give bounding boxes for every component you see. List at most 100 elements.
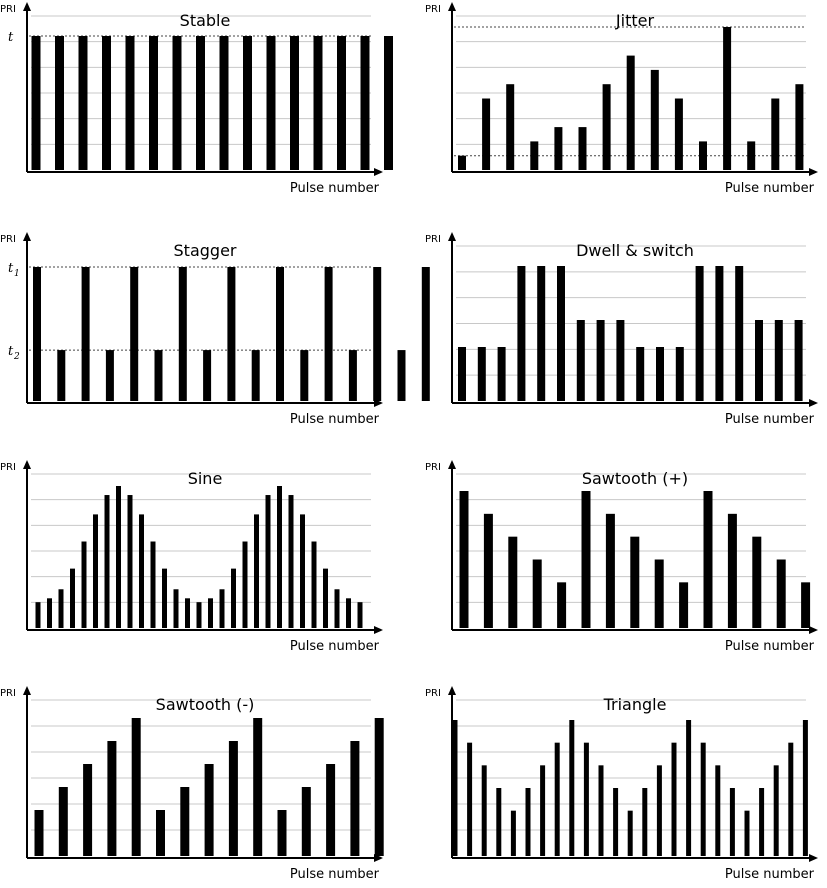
pulse-bar [288,495,294,628]
pulse-bar [695,266,704,401]
pulse-bar [180,787,190,856]
pulse-bar [360,36,370,170]
pulse-bar [517,266,526,401]
pulse-bar [802,720,808,856]
pulse-bar [679,582,689,628]
pulse-bar [452,720,458,856]
pulse-bar [139,514,144,628]
pulse-bar [348,350,357,401]
pulse-bar [525,788,531,856]
y-axis-arrow-icon [23,232,31,241]
pulse-bar [35,602,41,628]
pulse-bar [346,598,351,628]
pulse-bar [326,764,336,856]
pulse-bar [47,598,52,628]
pulse-bar [755,320,763,401]
pulse-bar [581,491,591,628]
pulse-bar [397,350,406,401]
pulse-bar [578,127,587,170]
pulse-bar [116,486,121,628]
y-tick-subscript: 1 [14,269,20,279]
pulse-bar [554,742,560,856]
y-axis-label: PRI [425,688,441,699]
pulse-bar [675,347,684,401]
pulse-bar [130,267,139,401]
pulse-bar [801,582,811,628]
pulse-bar [650,69,659,170]
x-axis-arrow-icon [809,626,818,634]
pulse-bar [794,320,803,401]
pulse-bar [795,84,804,170]
pulse-bar [208,598,213,628]
pulse-bar [627,810,633,856]
x-axis-arrow-icon [374,168,383,176]
pulse-bar [508,536,518,628]
pulse-bar [671,742,677,856]
y-tick-label: t [8,30,14,45]
pulse-bar [196,36,205,170]
pulse-bar [301,787,311,856]
pulse-bar [228,741,238,856]
pulse-bar [537,266,546,401]
pulse-bar [131,718,141,856]
pulse-bar [700,742,706,856]
pulse-bar [532,559,542,628]
pulse-bar [154,350,163,401]
pulse-bar [70,568,75,628]
y-axis-arrow-icon [448,232,456,241]
y-axis-arrow-icon [448,2,456,11]
pulse-bar [334,589,340,628]
pulse-bar [510,810,516,856]
x-axis-label: Pulse number [290,639,380,654]
pulse-bar [242,541,248,628]
y-axis-arrow-icon [23,460,31,469]
pulse-bar [102,36,111,170]
pulse-bar [598,765,604,856]
pulse-bar [467,742,473,856]
pulse-bar [557,266,565,401]
x-axis-arrow-icon [374,854,383,862]
pulse-bar [290,36,299,170]
y-axis-arrow-icon [23,2,31,11]
pulse-bar [266,36,276,170]
chart-title: Sine [188,469,223,488]
pulse-bar [265,495,271,628]
pulse-bar [253,718,263,856]
chart-title: Triangle [603,695,667,714]
pulse-bar [277,486,282,628]
pulse-bar [747,141,756,170]
x-axis-label: Pulse number [725,867,815,882]
pulse-bar [715,765,721,856]
pulse-bar [654,559,664,628]
pulse-bar [776,559,786,628]
pulse-bar [203,350,212,401]
pulse-bar [744,810,750,856]
pulse-bar [172,36,182,170]
y-axis-label: PRI [0,688,16,699]
y-tick-subscript: 2 [13,352,20,362]
pulse-bar [251,350,260,401]
y-tick-label: t [8,261,14,276]
pulse-bar [323,568,328,628]
pulse-bar [735,266,744,401]
pulse-bar [774,320,783,401]
y-axis-label: PRI [0,234,16,245]
pulse-bar [630,536,640,628]
pulse-bar [569,720,575,856]
pulse-bar [374,718,384,856]
pulse-bar [636,347,645,401]
pulse-bar [496,788,502,856]
pulse-bar [107,741,117,856]
x-axis-label: Pulse number [290,867,380,882]
pulse-bar [324,267,333,401]
chart-jitter: Jitter PRI Pulse number [425,2,818,196]
pulse-bar [497,347,506,401]
pulse-bar [752,536,762,628]
pulse-bar [78,36,88,170]
pulse-bar [656,347,664,401]
chart-dwell: Dwell & switch PRI Pulse number [425,232,818,427]
pulse-bar [554,127,563,170]
chart-title: Stable [180,11,231,30]
pulse-bar [483,513,493,628]
pulse-bar [83,764,93,856]
